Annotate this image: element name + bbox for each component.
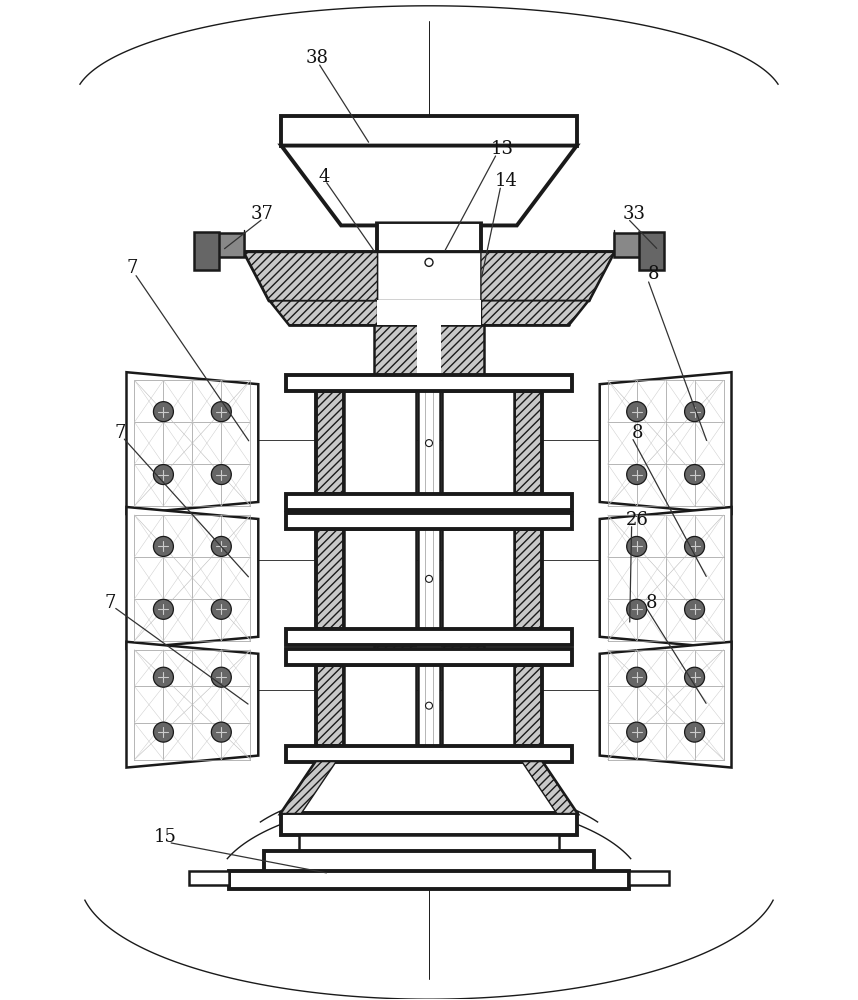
Bar — [377, 252, 481, 300]
Circle shape — [211, 722, 232, 742]
Polygon shape — [317, 529, 344, 629]
Bar — [417, 645, 441, 649]
Bar — [195, 232, 220, 270]
Polygon shape — [317, 665, 344, 746]
Circle shape — [685, 667, 704, 687]
Bar — [374, 325, 484, 375]
Circle shape — [426, 440, 432, 447]
Bar — [287, 494, 571, 510]
Bar — [638, 232, 663, 270]
Polygon shape — [514, 391, 541, 494]
Bar — [417, 325, 441, 375]
Polygon shape — [126, 642, 258, 768]
Polygon shape — [269, 300, 589, 325]
Polygon shape — [126, 372, 258, 514]
Circle shape — [154, 465, 173, 485]
Circle shape — [211, 536, 232, 556]
Circle shape — [154, 536, 173, 556]
Circle shape — [154, 722, 173, 742]
Polygon shape — [126, 507, 258, 649]
Circle shape — [685, 599, 704, 619]
Circle shape — [685, 402, 704, 422]
Circle shape — [426, 702, 432, 709]
Text: 38: 38 — [305, 49, 329, 67]
Polygon shape — [281, 146, 577, 225]
Circle shape — [426, 575, 432, 582]
Bar — [344, 391, 416, 494]
Bar — [374, 645, 484, 649]
Bar — [377, 222, 481, 252]
Circle shape — [626, 667, 647, 687]
Bar — [287, 375, 571, 391]
Bar — [287, 629, 571, 645]
Text: 14: 14 — [494, 172, 517, 190]
Bar — [281, 116, 577, 146]
Bar — [229, 871, 629, 889]
Circle shape — [154, 402, 173, 422]
Circle shape — [211, 599, 232, 619]
Text: 8: 8 — [648, 265, 660, 283]
Polygon shape — [600, 507, 732, 649]
Polygon shape — [317, 391, 344, 494]
Circle shape — [626, 465, 647, 485]
Circle shape — [685, 536, 704, 556]
Bar — [344, 665, 416, 746]
Bar — [442, 665, 514, 746]
Bar — [442, 529, 514, 629]
Bar — [613, 233, 659, 257]
Polygon shape — [295, 151, 563, 221]
Bar — [442, 391, 514, 494]
Circle shape — [626, 536, 647, 556]
Bar — [299, 835, 559, 853]
Circle shape — [154, 667, 173, 687]
Circle shape — [211, 667, 232, 687]
Bar — [374, 510, 484, 513]
Bar — [264, 851, 594, 873]
Polygon shape — [481, 252, 613, 300]
Polygon shape — [514, 665, 541, 746]
Bar — [281, 813, 577, 835]
Text: 8: 8 — [631, 424, 644, 442]
Polygon shape — [281, 762, 577, 813]
Circle shape — [425, 258, 433, 266]
Bar — [417, 510, 441, 513]
Circle shape — [626, 722, 647, 742]
Text: 26: 26 — [626, 511, 650, 529]
Polygon shape — [245, 252, 377, 300]
Circle shape — [685, 722, 704, 742]
Polygon shape — [600, 372, 732, 514]
Bar — [377, 300, 481, 325]
Polygon shape — [600, 642, 732, 768]
Circle shape — [211, 465, 232, 485]
Text: 4: 4 — [318, 168, 329, 186]
Bar — [287, 513, 571, 529]
Polygon shape — [245, 252, 613, 300]
Text: 37: 37 — [251, 205, 274, 223]
Text: 7: 7 — [105, 594, 116, 612]
Circle shape — [626, 599, 647, 619]
Bar — [344, 529, 416, 629]
Bar — [199, 233, 245, 257]
Text: 7: 7 — [115, 424, 126, 442]
Bar — [287, 746, 571, 762]
Text: 15: 15 — [154, 828, 177, 846]
Polygon shape — [514, 529, 541, 629]
Text: 8: 8 — [646, 594, 657, 612]
Bar — [629, 871, 668, 885]
Circle shape — [626, 402, 647, 422]
Circle shape — [154, 599, 173, 619]
Circle shape — [685, 465, 704, 485]
Circle shape — [211, 402, 232, 422]
Bar — [287, 649, 571, 665]
Text: 33: 33 — [622, 205, 645, 223]
Text: 7: 7 — [127, 259, 138, 277]
Bar — [190, 871, 229, 885]
Polygon shape — [281, 762, 336, 813]
Text: 13: 13 — [491, 140, 513, 158]
Polygon shape — [522, 762, 577, 813]
Bar — [418, 252, 440, 844]
